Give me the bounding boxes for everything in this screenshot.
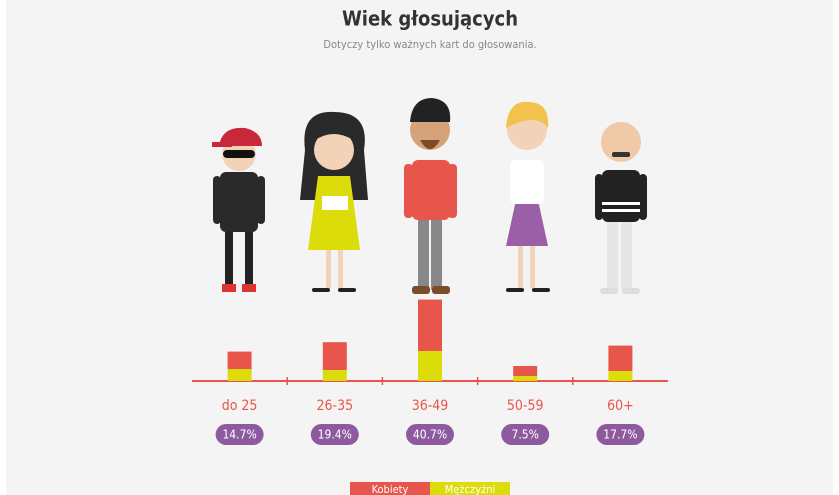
- bar-segment: [418, 300, 442, 351]
- legend-label[interactable]: Mężczyźni: [445, 483, 496, 495]
- category-label: 50-59: [507, 398, 544, 414]
- total-label: 7.5%: [511, 428, 538, 442]
- category-label: do 25: [222, 398, 258, 414]
- bar-segment: [228, 369, 252, 381]
- chart-title: Wiek głosujących: [342, 7, 518, 31]
- chart-subtitle: Dotyczy tylko ważnych kart do głosowania…: [323, 38, 536, 51]
- infographic: Wiek głosujących Dotyczy tylko ważnych k…: [0, 0, 839, 495]
- bar-segment: [513, 376, 537, 381]
- category-label: 36-49: [412, 398, 449, 414]
- bar-segment: [323, 370, 347, 381]
- bar-segment: [418, 351, 442, 381]
- category-label: 26-35: [317, 398, 354, 414]
- total-label: 40.7%: [413, 428, 447, 442]
- bar-segment: [513, 366, 537, 376]
- bar-segment: [323, 342, 347, 370]
- total-label: 14.7%: [222, 428, 256, 442]
- category-label: 60+: [607, 398, 634, 414]
- bar-segment: [608, 371, 632, 381]
- total-label: 19.4%: [318, 428, 352, 442]
- total-label: 17.7%: [603, 428, 637, 442]
- bar-segment: [228, 352, 252, 369]
- legend-label[interactable]: Kobiety: [372, 483, 409, 495]
- bar-segment: [608, 346, 632, 371]
